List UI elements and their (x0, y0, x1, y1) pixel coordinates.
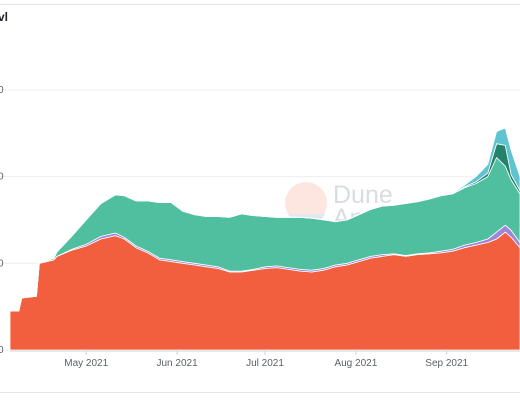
x-tick-label: May 2021 (64, 358, 108, 369)
y-tick-label: 0 (0, 258, 4, 269)
x-tick-label: Jun 2021 (156, 358, 198, 369)
series-area-layer (9, 127, 520, 351)
y-tick-label: 0 (0, 345, 4, 356)
axis-layer: 0 0 0 0 May 2021 Jun 2021 Jul 2021 Aug 2021 Sep … (0, 85, 520, 369)
watermark-logo-disc (285, 182, 327, 224)
x-tick-label: Aug 2021 (334, 358, 377, 369)
y-tick-label: 0 (0, 85, 4, 96)
frame-bottom-border (0, 392, 520, 393)
x-tick-label: Jul 2021 (246, 358, 284, 369)
series-area-5 (9, 127, 520, 312)
chart-title: vl (0, 10, 9, 24)
frame-top-border (0, 4, 520, 5)
watermark-line-1: Dune (333, 181, 393, 209)
x-tick-label: Sep 2021 (425, 358, 468, 369)
y-tick-label: 0 (0, 172, 4, 183)
